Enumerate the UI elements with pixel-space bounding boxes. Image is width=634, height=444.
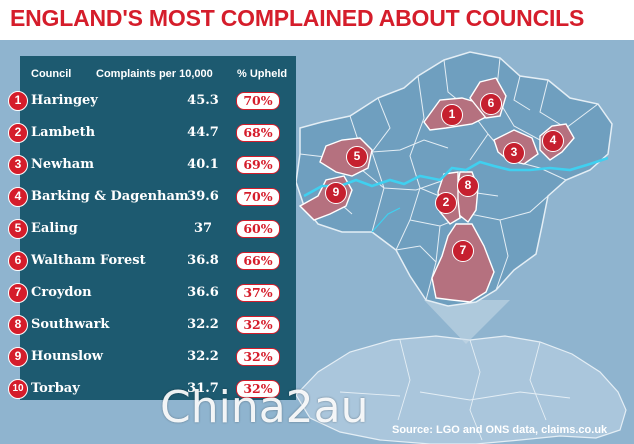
complaints-value: 31.7 <box>187 381 219 396</box>
col-header-upheld: % Upheld <box>237 68 288 80</box>
table-row: 10 Torbay 31.7 32% <box>0 379 300 401</box>
rank-badge: 10 <box>8 379 28 399</box>
river-thames <box>303 156 609 198</box>
upheld-percent: 70% <box>236 92 280 110</box>
complaints-value: 32.2 <box>187 349 219 364</box>
council-name: Newham <box>31 157 94 172</box>
council-name: Barking & Dagenham <box>31 189 189 204</box>
table-row: 2 Lambeth 44.7 68% <box>0 123 300 145</box>
upheld-percent: 68% <box>236 124 280 142</box>
council-name: Ealing <box>31 221 78 236</box>
rank-badge: 7 <box>8 283 28 303</box>
rank-badge: 4 <box>8 187 28 207</box>
complaints-value: 32.2 <box>187 317 219 332</box>
complaints-value: 36.6 <box>187 285 219 300</box>
page-title: ENGLAND'S MOST COMPLAINED ABOUT COUNCILS <box>10 5 585 31</box>
rank-badge: 1 <box>8 91 28 111</box>
map-label-newham: 3 <box>503 142 525 164</box>
council-name: Lambeth <box>31 125 96 140</box>
county-borders <box>339 339 571 441</box>
complaints-value: 44.7 <box>187 125 219 140</box>
upheld-percent: 32% <box>236 348 280 366</box>
council-name: Torbay <box>31 381 80 396</box>
rank-badge: 5 <box>8 219 28 239</box>
upheld-percent: 60% <box>236 220 280 238</box>
map-label-barking-dagenham: 4 <box>542 130 564 152</box>
col-header-council: Council <box>31 68 72 80</box>
south-east-england-land <box>295 335 627 444</box>
complaints-value: 45.3 <box>187 93 219 108</box>
complaints-value: 39.6 <box>187 189 219 204</box>
council-name: Croydon <box>31 285 92 300</box>
map-label-croydon: 7 <box>452 240 474 262</box>
upheld-percent: 32% <box>236 316 280 334</box>
watermark: Chinа2au <box>160 382 369 433</box>
col-header-complaints: Complaints per 10,000 <box>96 68 213 80</box>
upheld-percent: 37% <box>236 284 280 302</box>
upheld-percent: 32% <box>236 380 280 398</box>
council-name: Southwark <box>31 317 110 332</box>
table-row: 9 Hounslow 32.2 32% <box>0 347 300 369</box>
map-label-lambeth: 2 <box>435 192 457 214</box>
map-label-haringey: 1 <box>441 104 463 126</box>
upheld-percent: 69% <box>236 156 280 174</box>
table-row: 1 Haringey 45.3 70% <box>0 91 300 113</box>
map-label-southwark: 8 <box>457 175 479 197</box>
complaints-value: 40.1 <box>187 157 219 172</box>
upheld-percent: 70% <box>236 188 280 206</box>
upheld-percent: 66% <box>236 252 280 270</box>
complaints-value: 37 <box>193 221 213 236</box>
council-name: Waltham Forest <box>31 253 146 268</box>
title-bar: ENGLAND'S MOST COMPLAINED ABOUT COUNCILS <box>0 0 634 40</box>
rank-badge: 6 <box>8 251 28 271</box>
table-row: 4 Barking & Dagenham 39.6 70% <box>0 187 300 209</box>
table-row: 5 Ealing 37 60% <box>0 219 300 241</box>
rank-badge: 9 <box>8 347 28 367</box>
rank-badge: 3 <box>8 155 28 175</box>
table-row: 7 Croydon 36.6 37% <box>0 283 300 305</box>
table-row: 3 Newham 40.1 69% <box>0 155 300 177</box>
council-name: Hounslow <box>31 349 103 364</box>
table-row: 6 Waltham Forest 36.8 66% <box>0 251 300 273</box>
zoom-wedge <box>424 300 510 344</box>
rank-badge: 8 <box>8 315 28 335</box>
map-label-ealing: 5 <box>346 146 368 168</box>
source-credit: Source: LGO and ONS data, claims.co.uk <box>392 424 608 436</box>
complaints-value: 36.8 <box>187 253 219 268</box>
council-name: Haringey <box>31 93 98 108</box>
map-label-hounslow: 9 <box>325 182 347 204</box>
map-label-waltham-forest: 6 <box>480 93 502 115</box>
table-row: 8 Southwark 32.2 32% <box>0 315 300 337</box>
rank-badge: 2 <box>8 123 28 143</box>
borough-croydon <box>431 223 495 303</box>
